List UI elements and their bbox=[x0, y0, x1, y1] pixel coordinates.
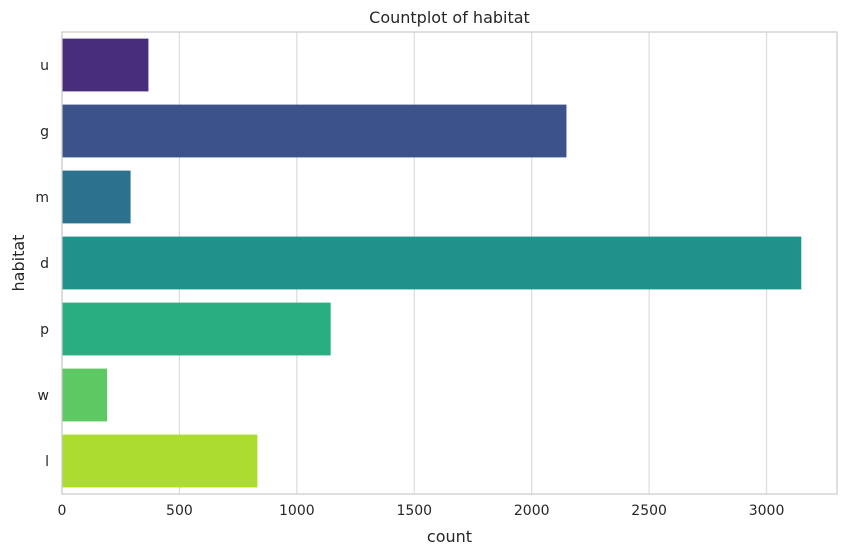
y-axis-title: habitat bbox=[9, 235, 28, 292]
y-tick-label: g bbox=[40, 124, 49, 140]
y-tick-label: l bbox=[45, 454, 49, 470]
x-tick-label: 0 bbox=[58, 503, 67, 519]
bar-layer bbox=[62, 38, 802, 488]
y-tick-label: u bbox=[40, 58, 49, 74]
chart-title: Countplot of habitat bbox=[369, 8, 530, 27]
bar-m bbox=[62, 170, 131, 224]
plot-frame bbox=[61, 31, 838, 495]
x-tick-layer: 0 500 1000 1500 2000 2500 3000 bbox=[58, 503, 785, 519]
bar-g bbox=[62, 104, 567, 158]
bar-u bbox=[62, 38, 149, 92]
x-axis-title: count bbox=[427, 527, 472, 546]
x-tick-label: 3000 bbox=[749, 503, 785, 519]
bar-d bbox=[62, 236, 802, 290]
y-tick-label: w bbox=[38, 388, 49, 404]
x-tick-label: 1000 bbox=[279, 503, 315, 519]
y-tick-layer: u g m d p w l bbox=[35, 58, 49, 470]
y-tick-label: p bbox=[40, 322, 49, 338]
x-tick-label: 1500 bbox=[396, 503, 432, 519]
x-tick-label: 2500 bbox=[631, 503, 667, 519]
bar-l bbox=[62, 434, 258, 488]
y-tick-label: d bbox=[40, 256, 49, 272]
x-tick-label: 500 bbox=[166, 503, 193, 519]
y-tick-label: m bbox=[35, 190, 49, 206]
bar-w bbox=[62, 368, 108, 422]
x-tick-label: 2000 bbox=[514, 503, 550, 519]
bar-p bbox=[62, 302, 331, 356]
